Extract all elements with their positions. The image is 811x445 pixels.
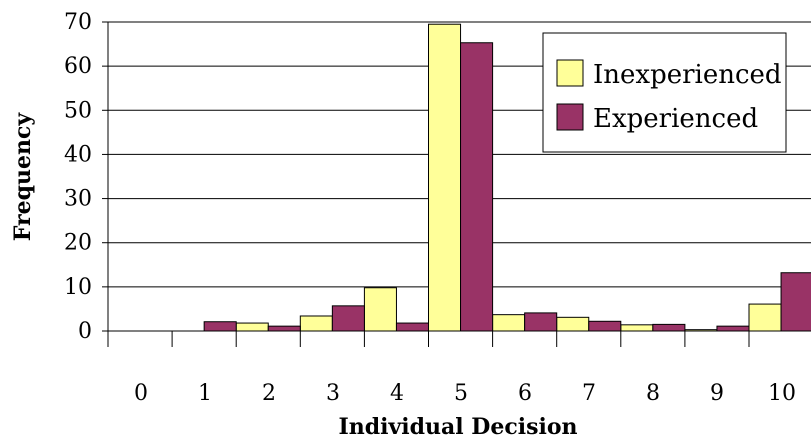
x-tick-label: 7	[582, 381, 596, 406]
x-tick-label: 8	[646, 381, 660, 406]
y-axis-title: Frequency	[10, 112, 36, 242]
bar-experienced-8	[652, 323, 686, 332]
bar-inexperienced-4	[363, 287, 397, 332]
bar-experienced-10	[780, 272, 811, 332]
bar-inexperienced-5	[428, 23, 462, 332]
bar-experienced-3	[331, 305, 365, 332]
bar-experienced-2	[267, 325, 301, 332]
y-tick-label: 70	[64, 10, 92, 35]
x-tick-label: 1	[198, 381, 212, 406]
bar-experienced-4	[395, 322, 430, 332]
bar-inexperienced-3	[299, 315, 333, 332]
bar-experienced-6	[524, 312, 558, 332]
bar-experienced-7	[588, 320, 622, 332]
bars	[203, 23, 811, 332]
y-tick-label: 40	[64, 142, 92, 167]
y-tick-labels: 0 10 20 30 40 50 60 70	[64, 10, 92, 344]
x-tick-label: 3	[326, 381, 340, 406]
x-tick-label: 10	[768, 381, 796, 406]
y-tick-label: 10	[64, 275, 92, 300]
x-tick-label: 9	[710, 381, 724, 406]
x-tick-label: 0	[134, 381, 148, 406]
y-tick-label: 60	[64, 54, 92, 79]
legend-swatch-inexperienced	[556, 59, 584, 87]
legend: Inexperienced Experienced	[542, 32, 787, 153]
x-axis-title: Individual Decision	[338, 414, 577, 440]
y-tick-label: 30	[64, 187, 92, 212]
bar-experienced-5	[460, 42, 494, 332]
bar-inexperienced-2	[235, 322, 269, 332]
bar-inexperienced-8	[620, 324, 654, 332]
legend-label-experienced: Experienced	[593, 104, 758, 134]
x-tick-labels: 0 1 2 3 4 5 6 7 8 9 10	[134, 381, 796, 406]
y-tick-label: 20	[64, 231, 92, 256]
x-tick-label: 4	[390, 381, 404, 406]
legend-label-inexperienced: Inexperienced	[593, 60, 782, 90]
bar-inexperienced-10	[748, 303, 782, 332]
legend-box	[542, 32, 787, 153]
x-tick-label: 5	[454, 381, 468, 406]
x-tick-label: 2	[262, 381, 276, 406]
legend-swatch-experienced	[556, 103, 584, 131]
bar-experienced-1	[203, 321, 237, 332]
bar-inexperienced-6	[492, 314, 526, 332]
axes	[107, 22, 811, 347]
y-tick-label: 50	[64, 98, 92, 123]
bar-inexperienced-7	[556, 316, 590, 332]
x-tick-label: 6	[518, 381, 532, 406]
bar-experienced-9	[716, 325, 750, 332]
y-tick-label: 0	[78, 319, 92, 344]
